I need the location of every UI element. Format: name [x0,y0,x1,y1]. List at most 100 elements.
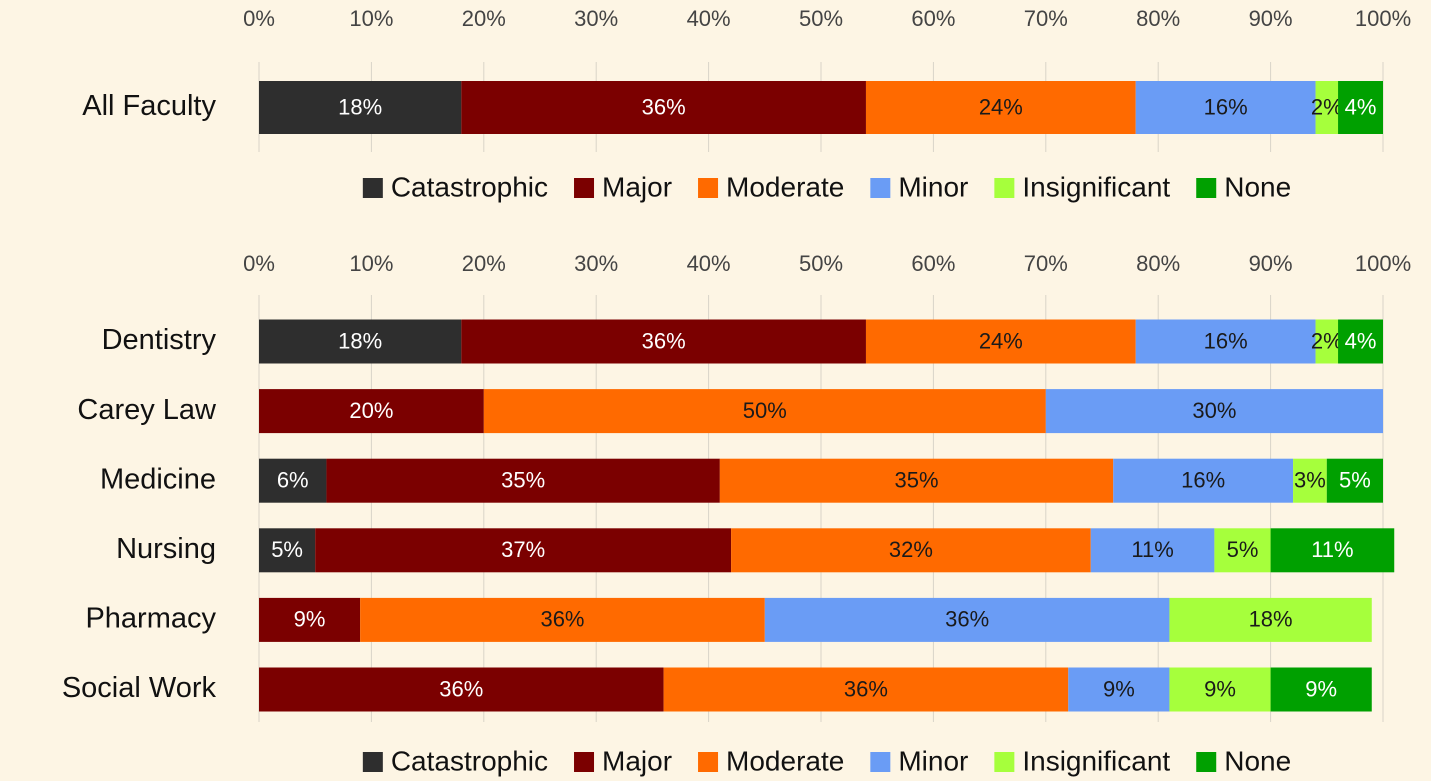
legend-label: Insignificant [1022,745,1170,776]
bar-segment [259,528,316,573]
data-label: 35% [895,468,939,493]
category-label: All Faculty [82,90,216,122]
category-label: Dentistry [102,324,217,356]
data-label: 36% [642,94,686,119]
bar-segment [1169,597,1372,642]
x-tick-label: 10% [349,6,393,31]
bar-segment [719,458,1114,503]
legend-label: Catastrophic [391,745,548,776]
x-tick-label: 90% [1249,6,1293,31]
x-tick-label: 20% [462,251,506,276]
legend-swatch [1196,752,1217,772]
bar-segment [259,458,327,503]
data-label: 9% [294,607,326,632]
legend-label: Major [602,745,672,776]
legend-swatch [870,752,891,772]
data-label: 5% [1227,537,1259,562]
legend-label: Insignificant [1022,171,1170,202]
data-label: 11% [1131,537,1173,562]
legend-label: Minor [898,745,968,776]
data-label: 37% [501,537,545,562]
category-label: Carey Law [77,394,217,426]
x-tick-label: 30% [574,6,618,31]
bar-segment [1326,458,1383,503]
x-tick-label: 0% [243,251,275,276]
legend-swatch [994,178,1015,198]
legend-swatch [870,178,891,198]
data-label: 5% [271,537,303,562]
category-label: Nursing [116,533,216,565]
x-tick-label: 50% [799,6,843,31]
data-label: 18% [338,94,382,119]
data-label: 9% [1204,676,1236,701]
bar-segment [1270,528,1395,573]
legend-label: Catastrophic [391,171,548,202]
bar-segment [259,81,462,134]
data-label: 36% [945,607,989,632]
data-label: 9% [1103,676,1135,701]
bar-segment [1090,528,1215,573]
bar-segment [865,319,1136,364]
data-label: 18% [338,328,382,353]
bar-segment [731,528,1091,573]
x-tick-label: 90% [1249,251,1293,276]
data-label: 5% [1339,468,1371,493]
x-tick-label: 100% [1355,6,1411,31]
data-label: 24% [979,328,1023,353]
bar-segment [483,389,1046,434]
data-label: 30% [1192,398,1236,423]
data-label: 2% [1311,94,1343,119]
data-label: 4% [1345,94,1377,119]
legend-label: Moderate [726,171,844,202]
legend-label: None [1224,171,1291,202]
bar-segment [461,81,866,134]
x-tick-label: 70% [1024,6,1068,31]
data-label: 6% [277,468,309,493]
legend-swatch [574,752,595,772]
category-label: Pharmacy [85,603,216,635]
data-label: 18% [1249,607,1293,632]
bar-segment [865,81,1136,134]
data-label: 36% [540,607,584,632]
bar-segment [1113,458,1294,503]
legend-swatch [574,178,595,198]
data-label: 20% [349,398,393,423]
bar-segment [1293,458,1327,503]
legend-swatch [1196,178,1217,198]
legend-swatch [362,752,383,772]
data-label: 16% [1204,94,1248,119]
data-label: 9% [1305,676,1337,701]
bar-segment [1135,81,1316,134]
x-tick-label: 80% [1136,6,1180,31]
legend-label: Moderate [726,745,844,776]
data-label: 24% [979,94,1023,119]
x-tick-label: 10% [349,251,393,276]
x-tick-label: 80% [1136,251,1180,276]
x-tick-label: 0% [243,6,275,31]
bar-segment [1214,528,1271,573]
data-label: 32% [889,537,933,562]
bar-segment [326,458,720,503]
legend-label: Major [602,171,672,202]
bar-segment [259,667,664,712]
legend-swatch [698,752,719,772]
bar-segment [360,597,765,642]
data-label: 16% [1204,328,1248,353]
bar-segment [1338,319,1383,364]
data-label: 11% [1311,537,1353,562]
data-label: 36% [844,676,888,701]
data-label: 2% [1311,328,1343,353]
x-tick-label: 40% [687,6,731,31]
legend-swatch [362,178,383,198]
x-tick-label: 60% [911,6,955,31]
bar-segment [259,389,484,434]
bar-segment [1135,319,1316,364]
category-label: Medicine [100,463,216,495]
bar-segment [764,597,1170,642]
data-label: 3% [1294,468,1326,493]
bar-segment [461,319,866,364]
data-label: 36% [642,328,686,353]
data-label: 50% [743,398,787,423]
legend-swatch [994,752,1015,772]
x-tick-label: 60% [911,251,955,276]
